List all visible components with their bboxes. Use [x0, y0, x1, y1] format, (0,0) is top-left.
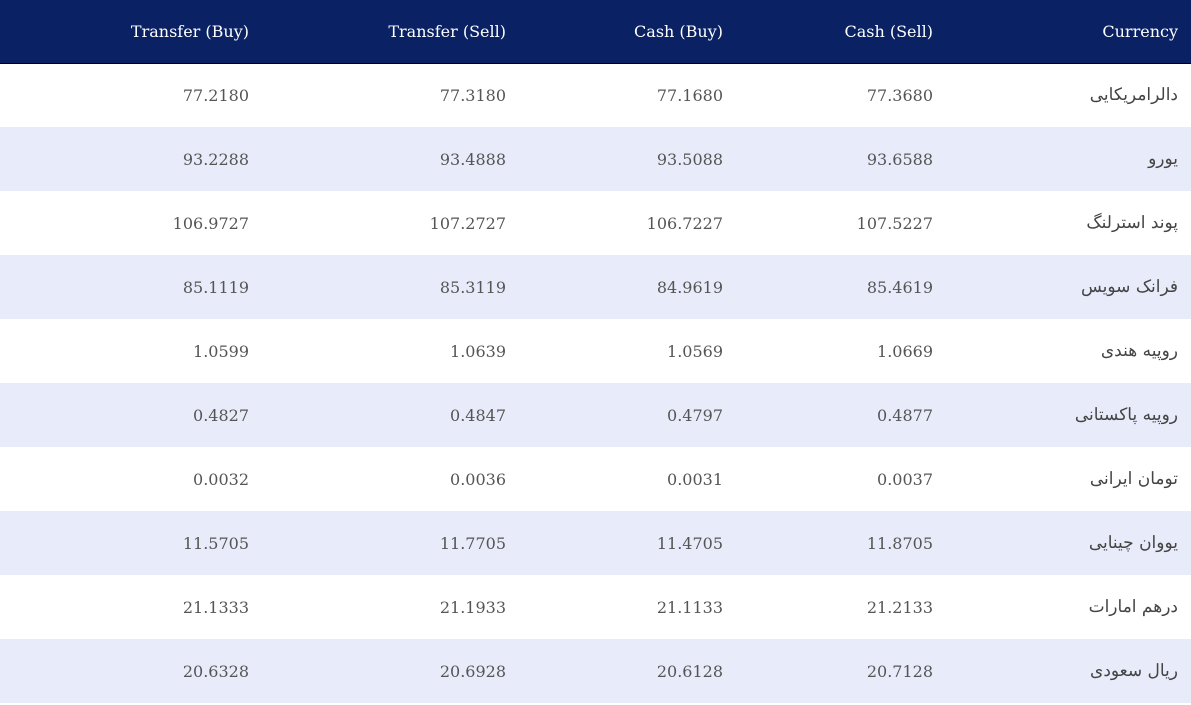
table-row: 20.6328 20.6928 20.6128 20.7128 ریال سعو… — [0, 639, 1191, 703]
currency-cell: یورو — [1148, 149, 1178, 169]
table-header: Transfer (Buy) Transfer (Sell) Cash (Buy… — [0, 0, 1191, 63]
header-cash-sell: Cash (Sell) — [844, 21, 933, 41]
currency-cell: فرانک سویس — [1080, 277, 1178, 297]
cash-sell-cell: 77.3680 — [866, 85, 933, 105]
table-row: 106.9727 107.2727 106.7227 107.5227 پوند… — [0, 191, 1191, 255]
transfer-buy-cell: 0.4827 — [193, 405, 249, 425]
table-body: 77.2180 77.3180 77.1680 77.3680 دالرامری… — [0, 63, 1191, 703]
currency-cell: دالرامریکایی — [1089, 85, 1178, 106]
table-row: 21.1333 21.1933 21.1133 21.2133 درهم اما… — [0, 575, 1191, 639]
currency-cell: ریال سعودی — [1090, 661, 1178, 681]
cash-sell-cell: 107.5227 — [856, 213, 933, 233]
transfer-buy-cell: 85.1119 — [182, 277, 249, 297]
transfer-sell-cell: 0.0036 — [450, 469, 506, 489]
cash-sell-cell: 93.6588 — [866, 149, 933, 169]
table-row: 1.0599 1.0639 1.0569 1.0669 روپیه هندی — [0, 319, 1191, 383]
transfer-buy-cell: 0.0032 — [193, 469, 249, 489]
cash-buy-cell: 0.0031 — [667, 469, 723, 489]
table-row: 77.2180 77.3180 77.1680 77.3680 دالرامری… — [0, 63, 1191, 127]
cash-buy-cell: 1.0569 — [667, 341, 723, 361]
cash-sell-cell: 20.7128 — [866, 661, 933, 681]
transfer-sell-cell: 1.0639 — [450, 341, 506, 361]
transfer-sell-cell: 11.7705 — [439, 533, 506, 553]
transfer-buy-cell: 1.0599 — [193, 341, 249, 361]
transfer-sell-cell: 107.2727 — [429, 213, 506, 233]
cash-buy-cell: 84.9619 — [656, 277, 723, 297]
header-cash-buy: Cash (Buy) — [634, 21, 723, 41]
cash-sell-cell: 0.0037 — [877, 469, 933, 489]
currency-cell: روپیه هندی — [1100, 341, 1178, 361]
cash-sell-cell: 85.4619 — [866, 277, 933, 297]
cash-buy-cell: 0.4797 — [667, 405, 723, 425]
table-row: 0.4827 0.4847 0.4797 0.4877 روپیه پاکستا… — [0, 383, 1191, 447]
transfer-sell-cell: 93.4888 — [439, 149, 506, 169]
transfer-sell-cell: 21.1933 — [439, 597, 506, 617]
table-row: 85.1119 85.3119 84.9619 85.4619 فرانک سو… — [0, 255, 1191, 319]
transfer-buy-cell: 11.5705 — [182, 533, 249, 553]
cash-buy-cell: 11.4705 — [656, 533, 723, 553]
cash-buy-cell: 106.7227 — [646, 213, 723, 233]
transfer-buy-cell: 21.1333 — [182, 597, 249, 617]
currency-cell: درهم امارات — [1088, 597, 1178, 617]
header-transfer-sell: Transfer (Sell) — [388, 21, 506, 41]
header-transfer-buy: Transfer (Buy) — [130, 21, 249, 41]
cash-sell-cell: 1.0669 — [877, 341, 933, 361]
currency-cell: تومان ایرانی — [1089, 469, 1178, 489]
transfer-buy-cell: 20.6328 — [182, 661, 249, 681]
cash-buy-cell: 77.1680 — [656, 85, 723, 105]
table-row: 0.0032 0.0036 0.0031 0.0037 تومان ایرانی — [0, 447, 1191, 511]
cash-buy-cell: 93.5088 — [656, 149, 723, 169]
transfer-sell-cell: 0.4847 — [450, 405, 506, 425]
cash-sell-cell: 0.4877 — [877, 405, 933, 425]
transfer-buy-cell: 77.2180 — [182, 85, 249, 105]
transfer-buy-cell: 106.9727 — [172, 213, 249, 233]
cash-sell-cell: 11.8705 — [866, 533, 933, 553]
currency-cell: یووان چینایی — [1088, 533, 1178, 553]
cash-buy-cell: 20.6128 — [656, 661, 723, 681]
currency-cell: پوند استرلنگ — [1086, 213, 1178, 233]
table-row: 11.5705 11.7705 11.4705 11.8705 یووان چی… — [0, 511, 1191, 575]
cash-buy-cell: 21.1133 — [656, 597, 723, 617]
transfer-sell-cell: 20.6928 — [439, 661, 506, 681]
cash-sell-cell: 21.2133 — [866, 597, 933, 617]
table-row: 93.2288 93.4888 93.5088 93.6588 یورو — [0, 127, 1191, 191]
transfer-buy-cell: 93.2288 — [182, 149, 249, 169]
transfer-sell-cell: 77.3180 — [439, 85, 506, 105]
transfer-sell-cell: 85.3119 — [439, 277, 506, 297]
currency-cell: روپیه پاکستانی — [1074, 405, 1178, 425]
header-currency: Currency — [1102, 21, 1178, 41]
header-row: Transfer (Buy) Transfer (Sell) Cash (Buy… — [0, 0, 1191, 63]
